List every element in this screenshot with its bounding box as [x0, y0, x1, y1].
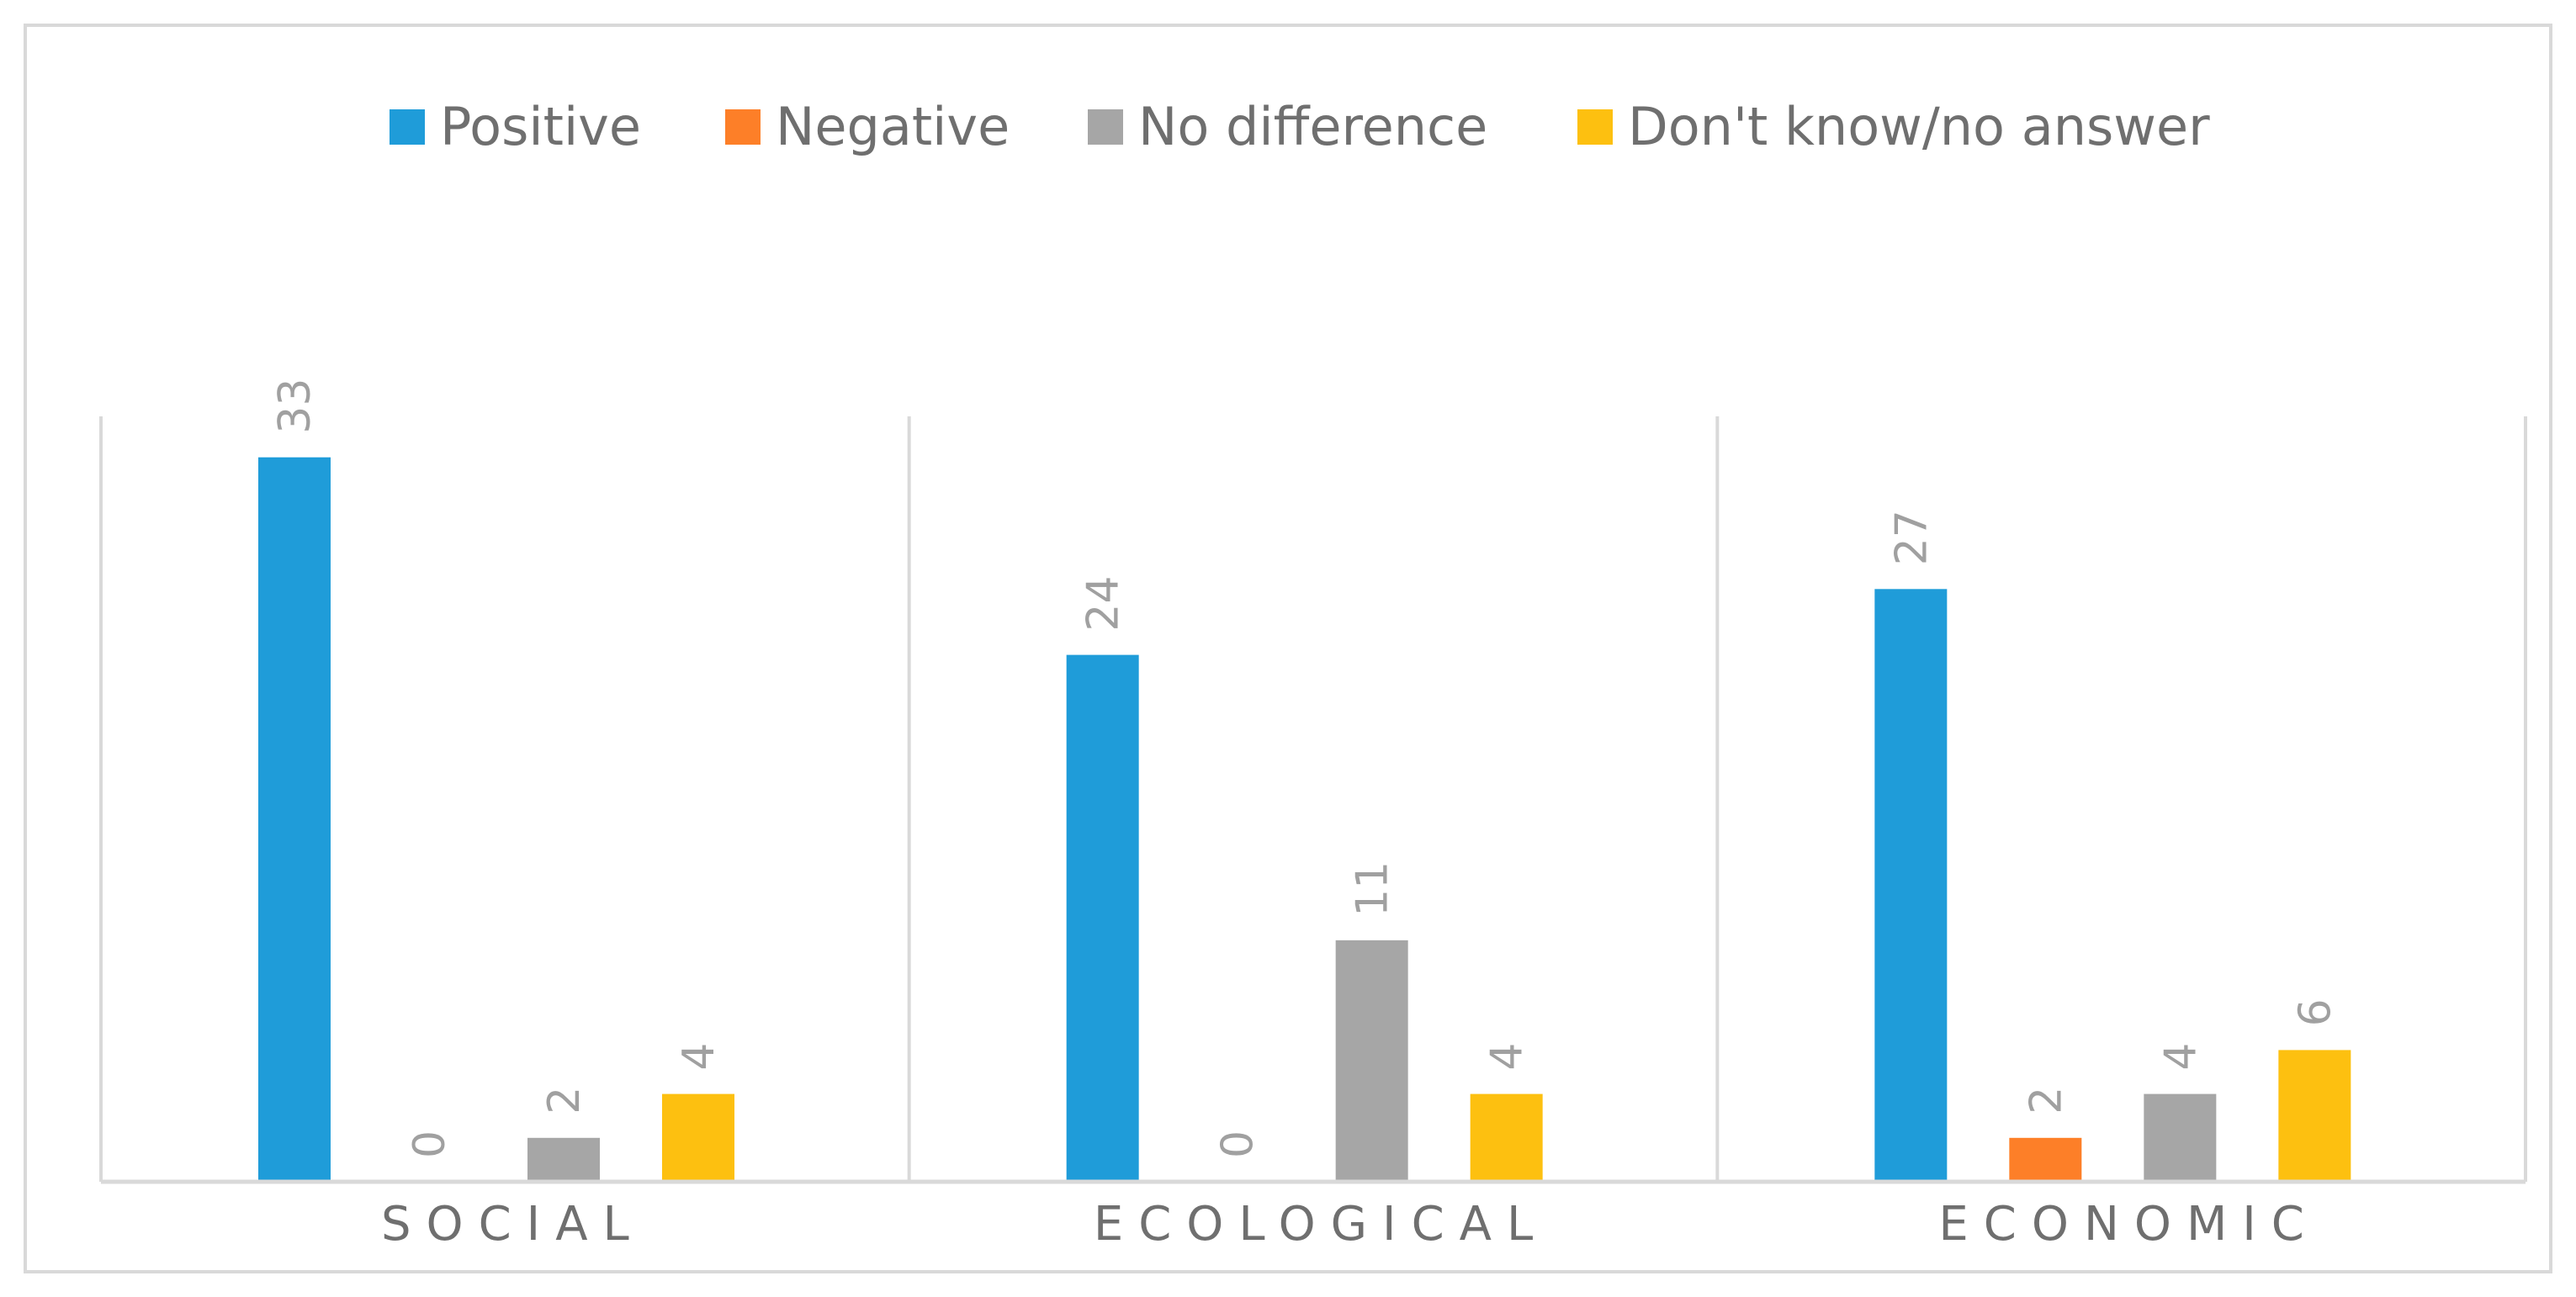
data-label-social-positive: 33 — [270, 379, 321, 434]
data-label-economic-positive: 27 — [1886, 510, 1937, 565]
data-label-ecological-negative: 0 — [1213, 1130, 1264, 1158]
bar-social-don-t-know-no-answer — [662, 1093, 734, 1182]
legend-swatch-no-difference — [1088, 109, 1123, 145]
data-label-ecological-no-difference: 11 — [1348, 861, 1398, 917]
data-label-social-negative: 0 — [405, 1130, 455, 1158]
category-label-ecological: ECOLOGICAL — [1094, 1197, 1548, 1252]
bar-ecological-don-t-know-no-answer — [1470, 1093, 1543, 1182]
data-label-ecological-don-t-know-no-answer: 4 — [1482, 1043, 1533, 1071]
bar-economic-don-t-know-no-answer — [2278, 1050, 2351, 1182]
bar-social-positive — [258, 457, 331, 1182]
bars — [258, 457, 2351, 1182]
data-label-economic-negative: 2 — [2021, 1087, 2071, 1114]
legend-label-positive: Positive — [440, 96, 641, 157]
bar-economic-positive — [1874, 589, 1948, 1182]
category-dividers — [99, 416, 2527, 1182]
category-labels: SOCIAL ECOLOGICAL ECONOMIC — [381, 1197, 2319, 1252]
legend: Positive Negative No difference Don't know/… — [390, 96, 2210, 157]
bar-ecological-positive — [1066, 654, 1139, 1182]
chart-border — [24, 24, 2552, 1273]
legend-swatch-don-t-know-no-answer — [1577, 109, 1613, 145]
bar-economic-negative — [2009, 1137, 2082, 1182]
legend-swatch-negative — [725, 109, 761, 145]
legend-swatch-positive — [390, 109, 425, 145]
legend-label-negative: Negative — [776, 96, 1010, 157]
bar-economic-no-difference — [2144, 1093, 2217, 1182]
data-label-economic-don-t-know-no-answer: 6 — [2290, 998, 2340, 1026]
category-label-economic: ECONOMIC — [1938, 1197, 2319, 1252]
legend-label-don-t-know-no-answer: Don't know/no answer — [1628, 96, 2210, 157]
data-label-economic-no-difference: 4 — [2155, 1043, 2206, 1071]
data-label-ecological-positive: 24 — [1079, 575, 1129, 631]
category-label-social: SOCIAL — [381, 1197, 644, 1252]
legend-label-no-difference: No difference — [1138, 96, 1487, 157]
data-label-social-no-difference: 2 — [539, 1087, 590, 1114]
bar-ecological-no-difference — [1335, 940, 1408, 1182]
bar-social-no-difference — [527, 1137, 600, 1182]
data-label-social-don-t-know-no-answer: 4 — [674, 1043, 724, 1071]
